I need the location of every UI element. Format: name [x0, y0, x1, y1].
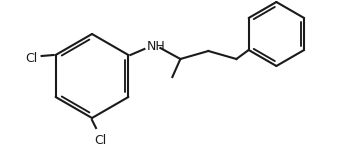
Text: NH: NH [146, 40, 165, 54]
Text: Cl: Cl [94, 134, 106, 147]
Text: Cl: Cl [25, 52, 38, 64]
